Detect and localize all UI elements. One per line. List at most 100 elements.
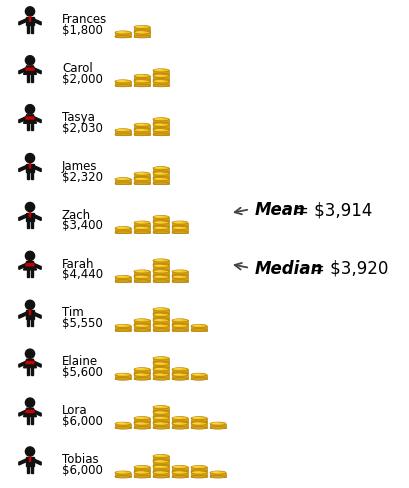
Ellipse shape — [155, 466, 164, 468]
Text: $2,030: $2,030 — [62, 122, 103, 134]
Ellipse shape — [115, 427, 131, 429]
Ellipse shape — [153, 312, 169, 315]
Ellipse shape — [191, 427, 207, 429]
Polygon shape — [27, 124, 29, 131]
FancyBboxPatch shape — [191, 472, 207, 477]
Polygon shape — [31, 319, 33, 326]
Ellipse shape — [173, 417, 182, 419]
FancyBboxPatch shape — [153, 266, 169, 271]
Ellipse shape — [134, 177, 150, 180]
Ellipse shape — [153, 227, 169, 230]
Polygon shape — [31, 368, 33, 375]
Polygon shape — [31, 270, 33, 278]
Ellipse shape — [115, 329, 131, 332]
FancyBboxPatch shape — [134, 77, 150, 81]
FancyBboxPatch shape — [153, 223, 169, 228]
FancyBboxPatch shape — [134, 472, 150, 477]
Ellipse shape — [153, 216, 169, 219]
Ellipse shape — [155, 320, 164, 321]
Ellipse shape — [153, 410, 169, 413]
Text: Tasya: Tasya — [62, 111, 95, 123]
FancyBboxPatch shape — [153, 359, 169, 363]
Ellipse shape — [155, 308, 164, 310]
Ellipse shape — [117, 130, 126, 131]
FancyBboxPatch shape — [134, 131, 150, 136]
Polygon shape — [34, 264, 41, 270]
Text: = $3,914: = $3,914 — [295, 201, 372, 219]
Ellipse shape — [153, 422, 169, 426]
Ellipse shape — [134, 80, 150, 82]
Circle shape — [25, 252, 35, 261]
Ellipse shape — [153, 367, 169, 369]
FancyBboxPatch shape — [134, 326, 150, 331]
Ellipse shape — [153, 421, 169, 424]
Polygon shape — [26, 410, 34, 412]
Ellipse shape — [155, 423, 164, 424]
Ellipse shape — [172, 368, 188, 371]
FancyBboxPatch shape — [153, 169, 169, 174]
Ellipse shape — [153, 129, 169, 133]
Ellipse shape — [153, 183, 169, 185]
Ellipse shape — [136, 124, 144, 126]
Ellipse shape — [153, 329, 169, 332]
Ellipse shape — [153, 275, 169, 277]
Polygon shape — [29, 164, 31, 168]
FancyBboxPatch shape — [134, 223, 150, 228]
Ellipse shape — [172, 466, 188, 468]
Ellipse shape — [134, 85, 150, 88]
Ellipse shape — [155, 70, 164, 72]
Text: $5,600: $5,600 — [62, 366, 103, 378]
Ellipse shape — [153, 465, 169, 467]
Ellipse shape — [136, 27, 144, 28]
Polygon shape — [27, 173, 29, 180]
Ellipse shape — [155, 222, 164, 224]
Ellipse shape — [153, 178, 169, 182]
Ellipse shape — [153, 308, 169, 311]
FancyBboxPatch shape — [153, 180, 169, 184]
FancyBboxPatch shape — [153, 456, 169, 461]
Ellipse shape — [191, 417, 207, 420]
Ellipse shape — [172, 280, 188, 283]
Ellipse shape — [115, 134, 131, 137]
Polygon shape — [34, 69, 41, 75]
Ellipse shape — [191, 466, 207, 468]
Ellipse shape — [172, 373, 188, 377]
Ellipse shape — [134, 36, 150, 39]
Ellipse shape — [153, 378, 169, 381]
FancyBboxPatch shape — [191, 375, 207, 380]
Ellipse shape — [172, 422, 188, 426]
Polygon shape — [31, 417, 33, 424]
Ellipse shape — [153, 167, 169, 170]
Ellipse shape — [136, 222, 144, 224]
Ellipse shape — [134, 231, 150, 234]
FancyBboxPatch shape — [153, 472, 169, 477]
Text: Elaine: Elaine — [62, 355, 98, 367]
Ellipse shape — [136, 276, 144, 278]
FancyBboxPatch shape — [115, 424, 131, 428]
Ellipse shape — [155, 314, 164, 316]
Ellipse shape — [211, 471, 220, 473]
Ellipse shape — [134, 178, 150, 182]
FancyBboxPatch shape — [153, 125, 169, 130]
Ellipse shape — [155, 167, 164, 169]
Ellipse shape — [155, 368, 164, 370]
Ellipse shape — [153, 324, 169, 326]
Polygon shape — [31, 222, 33, 229]
FancyBboxPatch shape — [115, 228, 131, 233]
Circle shape — [25, 301, 35, 310]
Polygon shape — [31, 75, 33, 82]
Ellipse shape — [155, 363, 164, 365]
FancyBboxPatch shape — [134, 418, 150, 423]
FancyBboxPatch shape — [153, 218, 169, 223]
Ellipse shape — [155, 216, 164, 218]
FancyBboxPatch shape — [172, 277, 188, 282]
Ellipse shape — [153, 70, 169, 73]
Ellipse shape — [153, 470, 169, 472]
Ellipse shape — [134, 81, 150, 84]
Ellipse shape — [191, 421, 207, 424]
Text: Lora: Lora — [62, 404, 88, 416]
FancyBboxPatch shape — [153, 261, 169, 265]
Ellipse shape — [136, 423, 144, 424]
Polygon shape — [26, 264, 34, 266]
FancyBboxPatch shape — [172, 472, 188, 477]
